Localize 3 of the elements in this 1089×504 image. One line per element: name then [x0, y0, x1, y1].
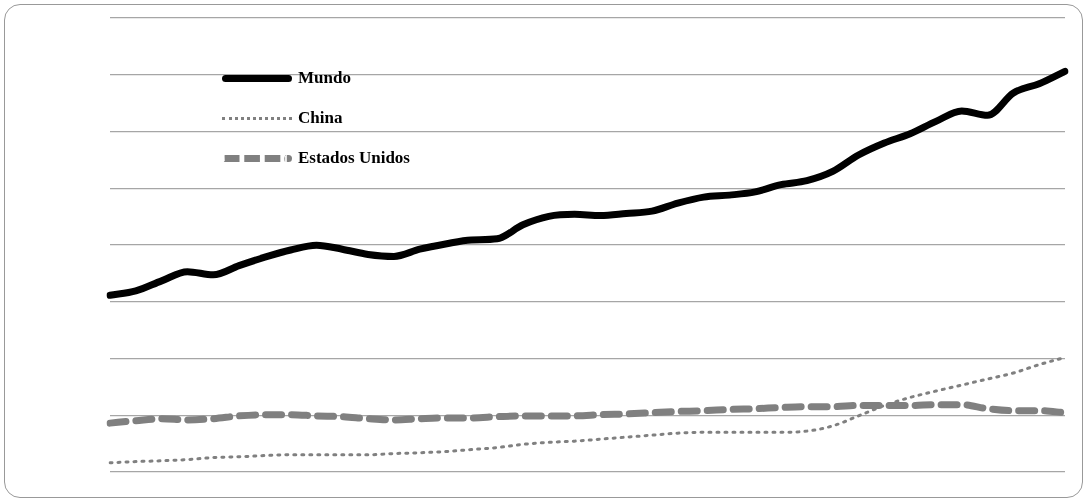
legend-label: China — [298, 108, 343, 128]
legend-label: Mundo — [298, 68, 351, 88]
legend-label: Estados Unidos — [298, 148, 410, 168]
